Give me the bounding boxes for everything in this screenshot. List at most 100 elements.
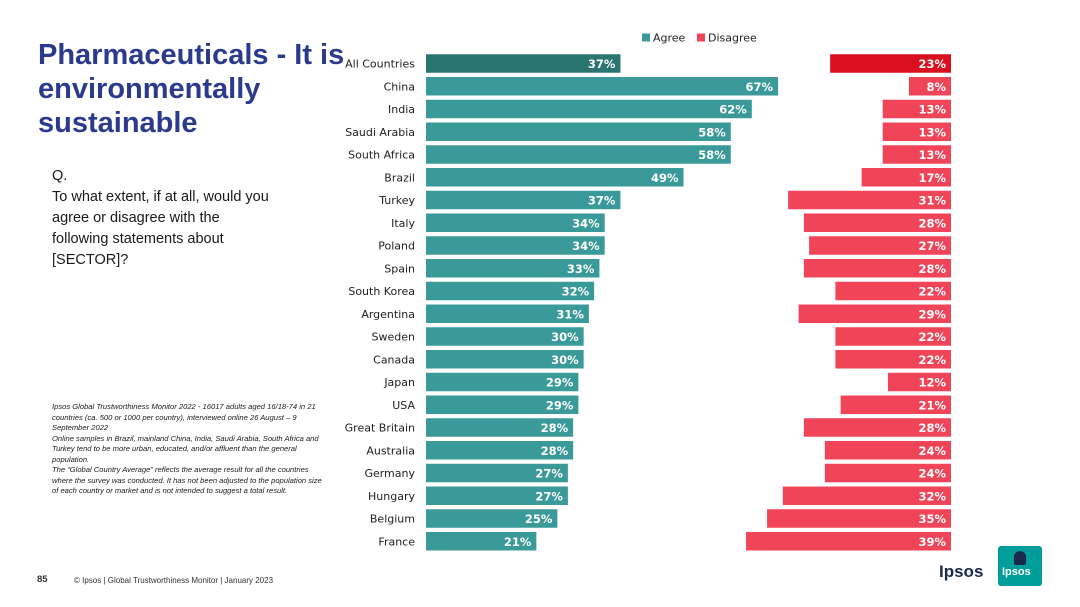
category-label-poland: Poland — [378, 240, 415, 253]
disagree-bar-japan — [887, 372, 951, 392]
agree-value-south-africa: 58% — [698, 148, 726, 162]
agree-value-italy: 34% — [572, 216, 600, 230]
category-label-turkey: Turkey — [378, 194, 415, 207]
agree-bar-great-britain — [426, 418, 574, 437]
agree-value-saudi-arabia: 58% — [698, 125, 726, 139]
agree-value-hungary: 27% — [535, 489, 563, 503]
category-label-italy: Italy — [391, 217, 415, 230]
note-average: The “Global Country Average” reflects th… — [52, 465, 322, 495]
agree-value-sweden: 30% — [551, 330, 579, 344]
logo-figure-shape — [1014, 551, 1026, 565]
agree-value-australia: 28% — [541, 444, 569, 458]
disagree-value-india: 13% — [918, 103, 946, 117]
agree-value-spain: 33% — [567, 262, 595, 276]
category-label-south-korea: South Korea — [348, 285, 415, 298]
category-label-china: China — [384, 80, 415, 93]
disagree-bar-canada — [835, 350, 951, 369]
question-prefix: Q. — [52, 168, 68, 184]
disagree-bar-india — [882, 99, 951, 119]
ipsos-wordmark: Ipsos — [939, 562, 984, 581]
disagree-bar-all-countries — [830, 54, 951, 73]
disagree-value-spain: 28% — [918, 262, 946, 276]
category-label-germany: Germany — [364, 467, 415, 480]
note-online: Online samples in Brazil, mainland China… — [52, 433, 319, 464]
disagree-value-australia: 24% — [918, 444, 946, 458]
agree-value-canada: 30% — [551, 353, 579, 367]
disagree-bar-italy — [803, 213, 951, 232]
disagree-bar-argentina — [798, 304, 951, 323]
agree-value-great-britain: 28% — [541, 421, 569, 435]
disagree-bar-australia — [824, 441, 951, 460]
category-label-usa: USA — [392, 399, 415, 412]
agree-bar-brazil — [426, 168, 684, 187]
disagree-bar-sweden — [835, 327, 951, 346]
category-label-sweden: Sweden — [372, 331, 415, 344]
disagree-value-france: 39% — [918, 535, 946, 549]
agree-value-brazil: 49% — [651, 171, 679, 185]
agree-bar-hungary — [426, 486, 568, 505]
disagree-value-canada: 22% — [918, 353, 946, 367]
agree-bar-saudi-arabia — [426, 122, 731, 141]
agree-value-belgium: 25% — [525, 512, 553, 526]
category-label-argentina: Argentina — [361, 308, 415, 321]
disagree-bar-turkey — [788, 190, 951, 210]
disagree-bar-poland — [809, 236, 951, 255]
disagree-value-sweden: 22% — [918, 330, 946, 344]
disagree-bar-spain — [803, 259, 951, 278]
agree-bar-germany — [426, 463, 568, 483]
agree-value-germany: 27% — [535, 467, 563, 481]
agree-bar-canada — [426, 350, 584, 369]
agree-value-turkey: 37% — [588, 194, 616, 208]
page-number: 85 — [37, 574, 48, 585]
disagree-bar-south-korea — [835, 281, 951, 301]
disagree-value-italy: 28% — [918, 216, 946, 230]
category-label-great-britain: Great Britain — [345, 422, 415, 435]
disagree-bar-south-africa — [882, 145, 951, 164]
category-label-canada: Canada — [373, 353, 415, 366]
disagree-value-turkey: 31% — [918, 194, 946, 208]
disagree-value-brazil: 17% — [918, 171, 946, 185]
agree-bar-sweden — [426, 327, 584, 346]
disagree-value-saudi-arabia: 13% — [918, 125, 946, 139]
category-label-india: India — [388, 103, 415, 116]
question-text: To what extent, if at all, would you agr… — [52, 189, 269, 268]
survey-question: Q. To what extent, if at all, would you … — [52, 166, 272, 271]
disagree-bar-china — [908, 77, 951, 96]
agree-value-all-countries: 37% — [588, 57, 616, 71]
agree-value-india: 62% — [719, 103, 747, 117]
category-label-all-countries: All Countries — [345, 58, 415, 71]
disagree-value-japan: 12% — [918, 376, 946, 390]
methodology-notes: Ipsos Global Trustworthiness Monitor 202… — [52, 402, 322, 497]
agree-bar-spain — [426, 259, 600, 278]
agree-bar-belgium — [426, 509, 558, 528]
disagree-value-south-africa: 13% — [918, 148, 946, 162]
legend-swatch-disagree — [697, 33, 705, 42]
disagree-value-hungary: 32% — [918, 489, 946, 503]
agree-bar-india — [426, 99, 752, 119]
agree-bar-all-countries — [426, 54, 621, 73]
agree-bar-turkey — [426, 190, 621, 210]
agree-value-south-korea: 32% — [562, 285, 590, 299]
agree-bar-argentina — [426, 304, 589, 323]
disagree-bar-france — [746, 532, 951, 551]
agree-value-china: 67% — [746, 80, 774, 94]
category-label-australia: Australia — [366, 444, 415, 457]
disagree-value-belgium: 35% — [918, 512, 946, 526]
disagree-bar-hungary — [782, 486, 951, 505]
agree-value-poland: 34% — [572, 239, 600, 253]
category-label-japan: Japan — [383, 376, 415, 389]
category-label-hungary: Hungary — [368, 490, 415, 503]
category-label-brazil: Brazil — [384, 171, 415, 184]
ipsos-logo-icon: Ipsos — [998, 546, 1042, 586]
agree-value-usa: 29% — [546, 398, 574, 412]
disagree-bar-belgium — [767, 509, 951, 528]
agree-bar-australia — [426, 441, 574, 460]
disagree-bar-great-britain — [803, 418, 951, 437]
legend-label-disagree: Disagree — [708, 32, 757, 45]
agree-value-japan: 29% — [546, 376, 574, 390]
agree-bar-italy — [426, 213, 605, 232]
page-title: Pharmaceuticals - It is environmentally … — [38, 39, 345, 139]
legend-label-agree: Agree — [653, 32, 686, 45]
footer-copyright: © Ipsos | Global Trustworthiness Monitor… — [74, 576, 274, 585]
